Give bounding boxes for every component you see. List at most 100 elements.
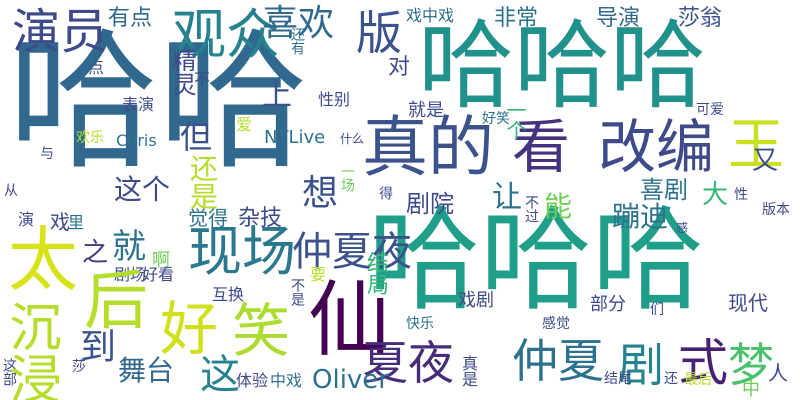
word-83: 们 <box>650 302 664 318</box>
word-26: 到 <box>80 327 117 368</box>
word-61: 与 <box>40 146 54 162</box>
word-40: 非常 <box>494 6 539 31</box>
word-19: 剧 <box>618 338 664 392</box>
word-3: 真的 <box>362 109 494 186</box>
word-43: 戏中戏 <box>406 6 455 25</box>
word-78: 互换 <box>212 285 245 304</box>
word-56: Chris <box>116 131 157 150</box>
word-59: 欢乐 <box>76 130 104 146</box>
word-31: 想 <box>302 173 339 214</box>
word-96: 中 <box>742 379 760 400</box>
word-47: 还有 <box>289 27 305 55</box>
word-57: NTLive <box>264 127 326 148</box>
word-76: 好看 <box>142 265 175 284</box>
word-64: 得 <box>377 186 393 200</box>
word-25: 这 <box>200 352 240 398</box>
word-42: 莎翁 <box>678 6 723 31</box>
word-33: 蹦迪 <box>612 200 669 233</box>
word-51: 性别 <box>318 90 351 109</box>
word-48: 点 <box>88 58 105 77</box>
word-38: 又 <box>752 146 779 176</box>
word-75: 剧场 <box>114 265 147 284</box>
word-10: 好 <box>160 295 219 363</box>
word-70: 戏 <box>50 210 70 234</box>
word-41: 导演 <box>596 6 641 31</box>
word-92: 真是 <box>459 355 478 387</box>
word-24: 舞台 <box>118 354 175 387</box>
word-60: 爱 <box>236 115 253 134</box>
word-90: 体验 <box>236 371 269 390</box>
word-13: 版 <box>356 6 402 60</box>
word-49: 不 <box>194 70 211 89</box>
word-71: 里 <box>68 213 85 232</box>
word-65: 不过 <box>523 195 539 223</box>
word-4: 仙 <box>308 273 391 368</box>
word-77: 要 <box>307 266 326 282</box>
word-36: 杂技 <box>238 206 283 231</box>
word-86: 感觉 <box>542 316 570 332</box>
word-88: 这部 <box>1 358 17 386</box>
word-89: 莎 <box>72 359 86 375</box>
word-37: 大 <box>702 180 729 210</box>
word-22: 仲夏夜 <box>292 229 412 275</box>
word-45: 对 <box>388 55 411 80</box>
word-94: 还 <box>664 371 678 387</box>
word-17: 夏夜 <box>362 336 454 390</box>
word-72: 觉得 <box>188 206 228 230</box>
word-93: 结尾 <box>604 371 632 387</box>
word-9: 太 <box>8 219 78 301</box>
word-98: 后 <box>84 265 148 339</box>
word-74: 感 <box>676 221 689 235</box>
word-35: 剧院 <box>406 190 454 218</box>
word-27: 就 <box>112 227 146 267</box>
word-52: 就是 <box>408 100 444 121</box>
word-63: 一场 <box>339 164 355 192</box>
word-39: 让 <box>492 180 522 215</box>
word-54: 可爱 <box>696 102 724 118</box>
word-14: 演员 <box>12 4 109 60</box>
word-0: 哈哈 <box>8 16 309 190</box>
word-29: 但 <box>180 118 213 156</box>
word-28: 之 <box>82 238 109 268</box>
word-44: 上 <box>262 78 292 113</box>
word-6: 观众 <box>172 3 280 66</box>
word-5: 看 <box>512 113 571 181</box>
word-32: 能 <box>544 190 573 223</box>
word-97: 沉浸 <box>0 300 60 400</box>
word-53: 一个 <box>503 100 527 140</box>
word-58: 什么 <box>340 132 365 146</box>
word-91: 中戏 <box>270 371 303 390</box>
word-68: 从 <box>4 183 18 199</box>
word-55: 好笑 <box>482 111 510 127</box>
word-30: 这个 <box>114 173 171 206</box>
word-23: Oliver <box>312 365 389 395</box>
word-69: 演 <box>18 210 35 229</box>
word-81: 戏剧 <box>458 290 494 311</box>
word-15: 喜欢 <box>262 3 335 44</box>
word-11: 笑 <box>232 297 291 365</box>
word-82: 部分 <box>590 294 626 315</box>
word-67: 版本 <box>762 202 790 218</box>
word-84: 现代 <box>728 291 768 315</box>
word-7: 改编 <box>598 113 715 181</box>
word-8: 王 <box>728 113 784 178</box>
word-62: 还是 <box>186 154 219 210</box>
word-16: 有点 <box>108 6 153 31</box>
word-20: 式 <box>678 334 728 392</box>
word-85: 快乐 <box>406 316 434 332</box>
word-79: 不是 <box>289 278 305 306</box>
word-87: 人 <box>768 361 788 385</box>
word-80: 结局 <box>363 251 388 295</box>
word-2: 哈哈哈 <box>368 196 704 326</box>
word-66: 性 <box>734 187 748 203</box>
word-21: 梦 <box>728 338 774 392</box>
word-50: 表演 <box>122 95 155 114</box>
word-46: 精灵 <box>168 48 196 96</box>
word-18: 仲夏 <box>512 334 604 388</box>
word-73: 啊 <box>149 250 170 268</box>
word-95: 最后 <box>684 372 712 388</box>
word-34: 喜剧 <box>640 176 688 204</box>
word-12: 现场 <box>188 220 296 283</box>
word-1: 哈哈哈 <box>418 10 706 122</box>
